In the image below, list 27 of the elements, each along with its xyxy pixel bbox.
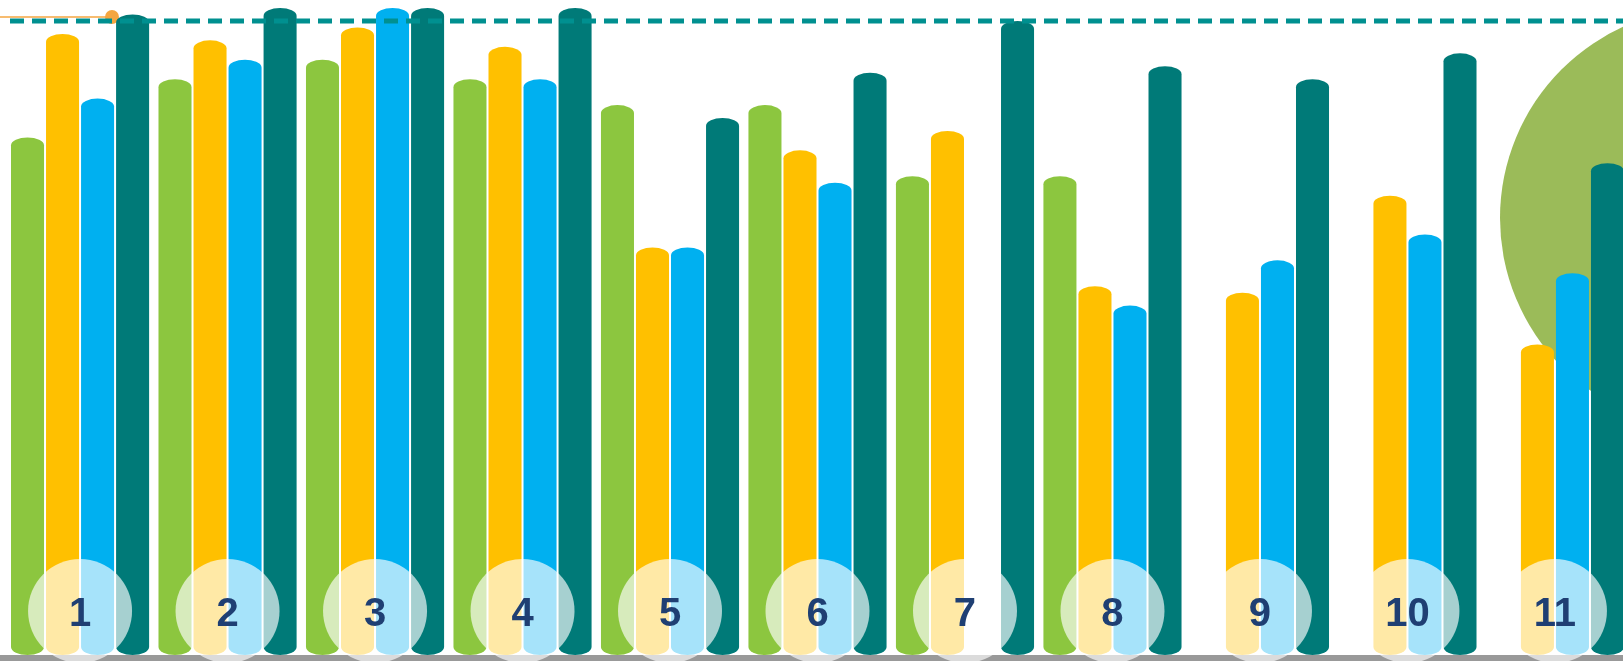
bar (263, 8, 297, 655)
x-tick-label: 11 (1533, 590, 1577, 634)
x-tick-label: 3 (363, 590, 387, 634)
bar (1001, 20, 1035, 655)
bar (1295, 79, 1330, 655)
x-tick-label: 4 (511, 590, 535, 634)
x-tick-label: 9 (1248, 590, 1272, 634)
bar (453, 79, 487, 655)
bar (706, 117, 740, 655)
x-tick-label: 10 (1385, 590, 1430, 634)
bar (1043, 176, 1077, 655)
bar (1148, 66, 1182, 655)
bar (748, 105, 782, 655)
bar (116, 14, 150, 655)
x-tick-label: 1 (68, 590, 92, 634)
x-tick-label: 8 (1101, 590, 1124, 634)
bar (411, 8, 445, 655)
bar (853, 72, 887, 655)
bar (600, 105, 634, 655)
x-tick-label: 2 (216, 590, 239, 634)
bar (895, 176, 929, 655)
x-tick-label: 6 (806, 590, 829, 634)
bar (158, 79, 192, 655)
bar (305, 59, 340, 655)
bar (558, 8, 592, 655)
x-tick-label: 5 (658, 590, 682, 634)
x-tick-label: 7 (953, 590, 977, 634)
